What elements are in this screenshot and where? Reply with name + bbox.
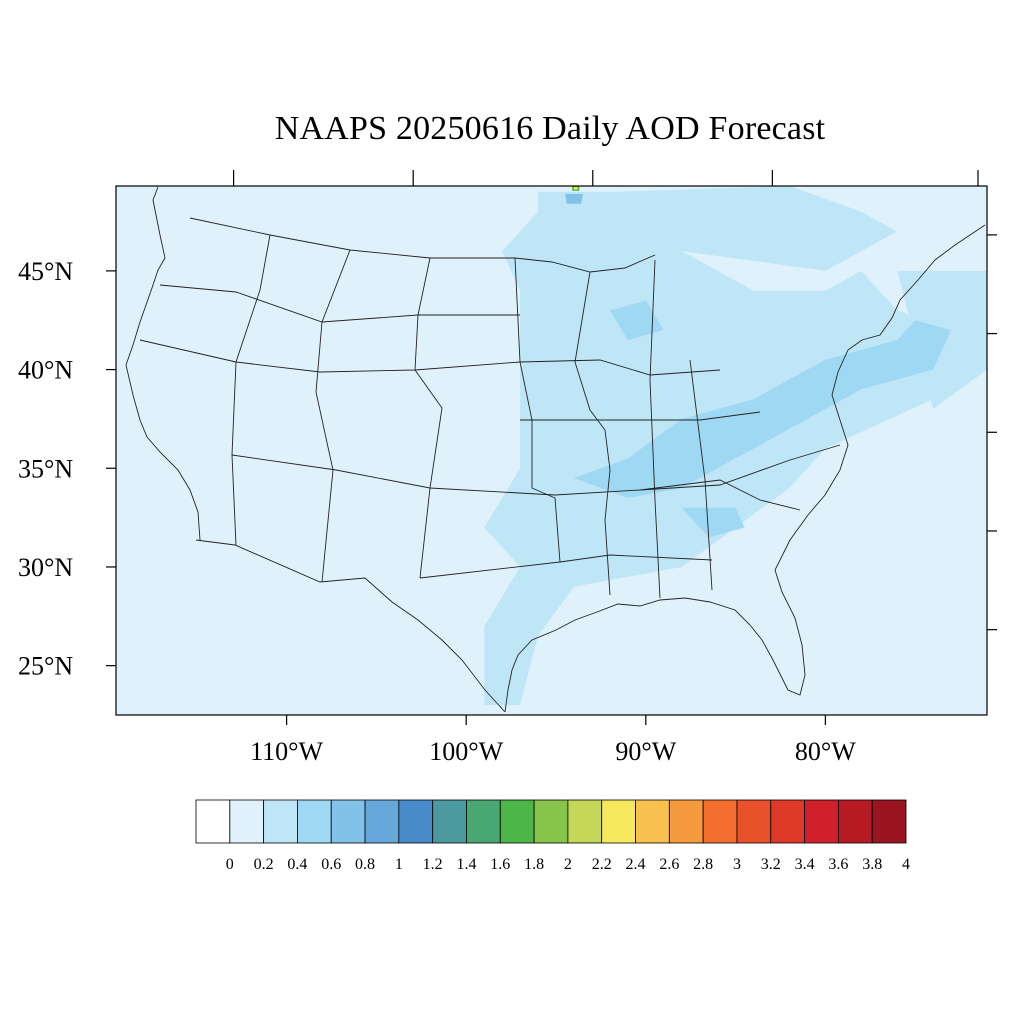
axis-ticks	[106, 170, 997, 725]
longitude-labels: 110°W 100°W 90°W 80°W	[250, 737, 856, 766]
colorbar-level-label: 2.6	[659, 856, 679, 873]
colorbar-level-label: 0	[226, 856, 234, 873]
chart-title: NAAPS 20250616 Daily AOD Forecast	[274, 110, 826, 147]
colorbar-level-label: 1.2	[423, 856, 443, 873]
colorbar-swatch	[567, 799, 603, 844]
colorbar-swatch	[195, 799, 231, 844]
colorbar-swatch	[635, 799, 670, 844]
colorbar-swatch	[364, 799, 400, 844]
lon-label: 110°W	[250, 737, 323, 766]
aod-layer	[484, 186, 987, 706]
colorbar-swatch	[736, 799, 772, 844]
colorbar-level-label: 1.4	[456, 856, 476, 873]
colorbar-swatch	[398, 799, 434, 844]
colorbar-level-label: 3.4	[795, 856, 815, 873]
colorbar-swatch	[263, 799, 298, 844]
colorbar-level-label: 2	[564, 856, 572, 873]
colorbar-swatch	[837, 799, 873, 844]
colorbar-swatch	[601, 799, 636, 844]
aod-region-wisconsin-core	[609, 300, 664, 340]
lat-label: 40°N	[18, 356, 73, 385]
aod-region-alabama-core	[681, 507, 745, 538]
colorbar-labels: 0 0.2 0.4 0.6 0.8 1 1.2 1.4 1.6 1.8 2 2.2 2.4 2.6 2.8 3…	[226, 856, 910, 873]
colorbar-swatch	[702, 799, 738, 844]
colorbar-swatch	[297, 799, 332, 844]
border-mexico	[195, 539, 506, 713]
aod-region-minnesota-hotspot-c	[573, 187, 578, 190]
colorbar-swatch	[668, 799, 704, 844]
colorbar-swatch	[533, 799, 569, 844]
colorbar-level-label: 3	[733, 856, 741, 873]
state-lines-ew	[139, 284, 841, 579]
colorbar	[195, 799, 907, 844]
colorbar-swatch	[804, 799, 839, 844]
plot-frame	[115, 185, 988, 716]
colorbar-swatch	[770, 799, 805, 844]
lon-label: 100°W	[429, 737, 503, 766]
coastline-gulf	[504, 224, 986, 713]
aod-region-north-smoke	[538, 186, 898, 271]
colorbar-level-label: 2.4	[626, 856, 646, 873]
latitude-labels: 45°N 40°N 35°N 30°N 25°N	[18, 257, 73, 681]
lat-label: 45°N	[18, 257, 73, 286]
aod-region-minnesota-hotspot-a	[565, 193, 583, 204]
colorbar-level-label: 0.4	[287, 856, 307, 873]
colorbar-swatch	[499, 799, 535, 844]
colorbar-level-label: 0.2	[254, 856, 274, 873]
state-borders	[125, 186, 986, 713]
lon-label: 80°W	[795, 737, 856, 766]
lat-label: 30°N	[18, 553, 73, 582]
colorbar-level-label: 4	[902, 856, 910, 873]
colorbar-level-label: 0.8	[355, 856, 375, 873]
colorbar-level-label: 3.8	[862, 856, 882, 873]
lat-label: 25°N	[18, 652, 73, 681]
colorbar-swatch	[871, 799, 907, 844]
colorbar-level-label: 3.6	[828, 856, 848, 873]
colorbar-level-label: 1.8	[524, 856, 544, 873]
colorbar-level-label: 2.2	[592, 856, 612, 873]
colorbar-level-label: 1.6	[490, 856, 510, 873]
colorbar-level-label: 2.8	[693, 856, 713, 873]
coastline-west	[125, 186, 201, 541]
colorbar-level-label: 1	[395, 856, 403, 873]
colorbar-swatch	[229, 799, 265, 844]
colorbar-level-label: 0.6	[321, 856, 341, 873]
lon-label: 90°W	[615, 737, 676, 766]
colorbar-swatch	[330, 799, 366, 844]
aod-region-ohio-valley-core	[573, 320, 952, 498]
colorbar-level-label: 3.2	[761, 856, 781, 873]
colorbar-swatch	[432, 799, 467, 844]
lat-label: 35°N	[18, 454, 73, 483]
colorbar-swatch	[466, 799, 501, 844]
